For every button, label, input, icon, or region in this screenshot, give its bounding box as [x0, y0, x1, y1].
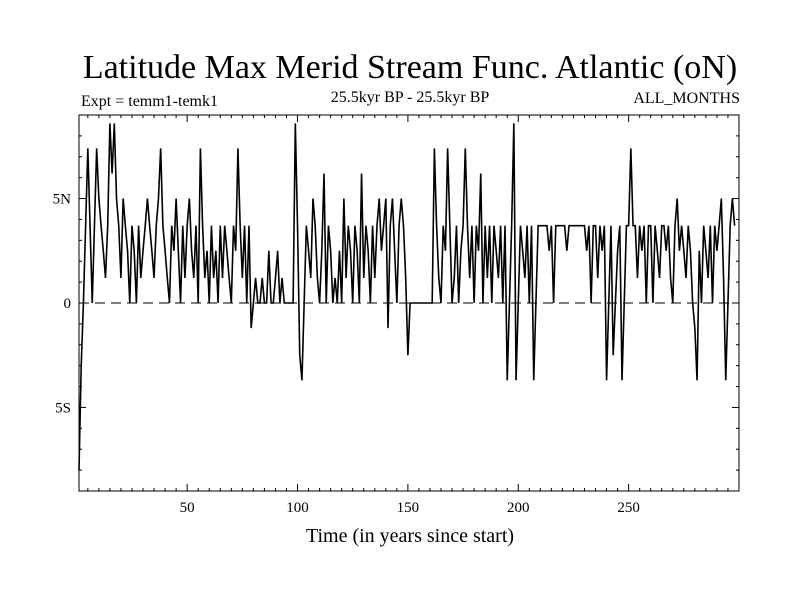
series-group: [78, 123, 736, 471]
chart-title: Latitude Max Merid Stream Func. Atlantic…: [83, 49, 737, 86]
chart-subtitle-center: 25.5kyr BP - 25.5kyr BP: [331, 89, 490, 106]
y-tick-label: 5S: [55, 400, 71, 416]
y-tick-label: 5N: [53, 192, 72, 208]
x-tick-label: 100: [286, 500, 309, 516]
x-tick-label: 50: [180, 500, 195, 516]
y-tick-label: 0: [64, 296, 72, 312]
x-axis-label: Time (in years since start): [306, 525, 514, 547]
x-tick-label: 200: [507, 500, 530, 516]
chart-subtitle-right: ALL_MONTHS: [633, 90, 740, 107]
series-line: [78, 123, 736, 471]
chart-subtitle-left: Expt = temm1-temk1: [81, 93, 218, 110]
axis-ticks: 50 100 150 200 250 5S 0 5N: [53, 114, 740, 516]
x-tick-label: 250: [617, 500, 640, 516]
x-tick-label: 150: [397, 500, 420, 516]
